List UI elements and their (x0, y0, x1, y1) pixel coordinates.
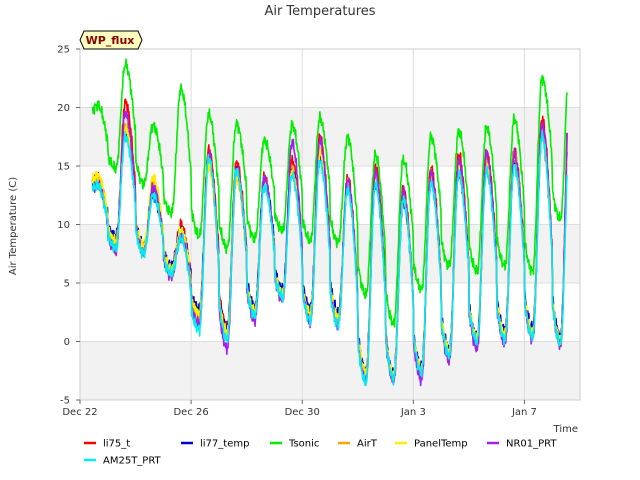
x-tick-label: Dec 22 (62, 407, 97, 418)
legend-label-paneltemp: PanelTemp (414, 439, 468, 450)
y-tick-label: 20 (57, 103, 70, 114)
legend-label-li77-temp: li77_temp (200, 439, 249, 450)
x-tick-label: Jan 3 (400, 407, 426, 418)
y-tick-label: -5 (60, 396, 70, 407)
x-axis-label: Time (553, 424, 578, 435)
y-tick-label: 15 (57, 162, 70, 173)
series-line-nr01-prt (91, 110, 568, 387)
legend-label-airt: AirT (357, 439, 378, 450)
y-axis-label: Air Temperature (C) (8, 177, 19, 275)
x-tick-label: Dec 30 (285, 407, 320, 418)
series-line-am25t-prt (91, 129, 568, 387)
series-line-tsonic (91, 58, 568, 328)
background-band (80, 341, 580, 400)
background-band (80, 107, 580, 166)
badge-label: WP_flux (86, 34, 135, 47)
wp-flux-badge: WP_flux (79, 30, 143, 50)
y-axis-ticks: -5 0 5 10 15 20 25 (57, 45, 80, 407)
x-tick-label: Dec 26 (173, 407, 208, 418)
legend-label-li75-t: li75_t (103, 439, 130, 450)
x-tick-label: Jan 7 (511, 407, 537, 418)
chart-title: Air Temperatures (264, 4, 375, 19)
legend-label-tsonic: Tsonic (288, 439, 319, 450)
legend: li75_t li77_temp Tsonic AirT PanelTemp NR01_P… (84, 439, 557, 467)
legend-label-nr01-prt: NR01_PRT (506, 439, 557, 450)
y-tick-label: 0 (64, 337, 70, 348)
y-tick-label: 5 (64, 279, 70, 290)
y-tick-label: 25 (57, 45, 70, 56)
y-tick-label: 10 (57, 220, 70, 231)
legend-label-am25t-prt: AM25T_PRT (103, 456, 162, 467)
x-axis-ticks: Dec 22 Dec 26 Dec 30 Jan 3 Jan 7 (62, 400, 537, 418)
series-lines (91, 58, 568, 387)
badge-box (79, 30, 143, 50)
